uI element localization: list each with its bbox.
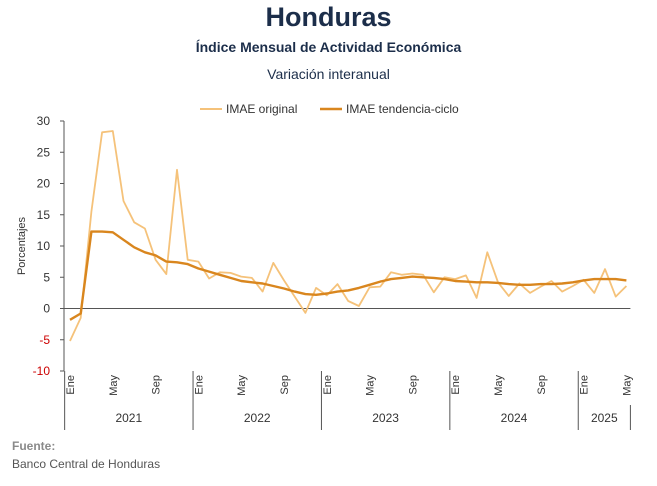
legend-label-imae-tendencia-ciclo: IMAE tendencia-ciclo bbox=[346, 102, 459, 116]
x-tick-label: Ene bbox=[579, 375, 591, 395]
y-tick-label: 25 bbox=[37, 145, 51, 159]
y-tick-label: -5 bbox=[39, 333, 50, 347]
x-tick-label: May bbox=[365, 375, 377, 396]
x-tick-label: Sep bbox=[536, 375, 548, 395]
y-tick-label: 0 bbox=[43, 302, 50, 316]
source-text: Banco Central de Honduras bbox=[12, 457, 161, 471]
y-tick-label: 15 bbox=[37, 208, 51, 222]
chart-legend: IMAE original IMAE tendencia-ciclo bbox=[200, 102, 459, 116]
x-tick-label: May bbox=[108, 375, 120, 396]
chart-subtitle: Índice Mensual de Actividad Económica bbox=[195, 39, 462, 55]
x-tick-label: May bbox=[621, 375, 633, 396]
chart-subsubtitle: Variación interanual bbox=[267, 66, 390, 82]
y-axis-label: Porcentajes bbox=[16, 216, 28, 275]
year-label: 2021 bbox=[115, 411, 142, 425]
chart-axes: 30 25 20 15 10 5 0 -5 -10 bbox=[33, 114, 631, 378]
y-tick-label: 30 bbox=[37, 114, 51, 128]
x-axis: Ene May Sep Ene May Sep Ene May Sep Ene May Sep Ene M… bbox=[64, 371, 633, 430]
x-tick-label: Ene bbox=[322, 375, 334, 395]
chart-series bbox=[69, 130, 628, 342]
y-tick-label: 5 bbox=[43, 270, 50, 284]
year-label: 2023 bbox=[372, 411, 399, 425]
source-label: Fuente: bbox=[12, 439, 56, 453]
year-label: 2024 bbox=[501, 411, 528, 425]
year-label: 2022 bbox=[244, 411, 271, 425]
year-label: 2025 bbox=[591, 411, 618, 425]
x-tick-label: Ene bbox=[65, 375, 77, 395]
y-tick-label: 20 bbox=[37, 177, 51, 191]
y-tick-label: -10 bbox=[33, 364, 51, 378]
line-imae-tendencia-ciclo bbox=[69, 230, 627, 321]
chart-title: Honduras bbox=[265, 2, 392, 32]
legend-label-imae-original: IMAE original bbox=[226, 102, 297, 116]
x-tick-label: May bbox=[236, 375, 248, 396]
line-imae-original bbox=[69, 130, 628, 342]
x-tick-label: Sep bbox=[279, 375, 291, 395]
x-tick-label: May bbox=[493, 375, 505, 396]
x-tick-label: Ene bbox=[193, 375, 205, 395]
x-tick-label: Sep bbox=[407, 375, 419, 395]
y-tick-label: 10 bbox=[37, 239, 51, 253]
x-tick-label: Sep bbox=[151, 375, 163, 395]
x-tick-label: Ene bbox=[450, 375, 462, 395]
